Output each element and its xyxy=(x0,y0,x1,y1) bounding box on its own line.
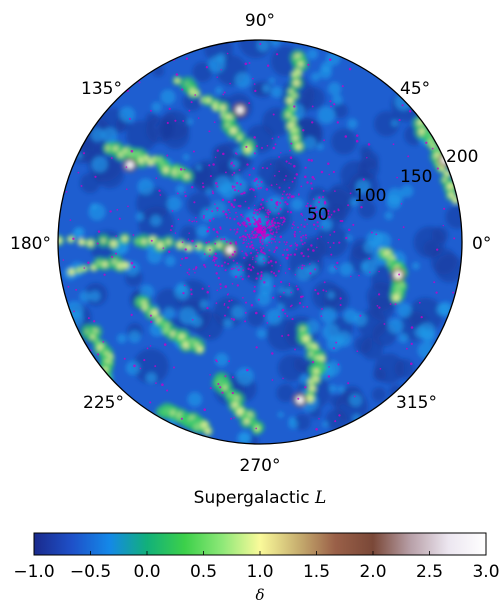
radial-tick-labels: 50 100 150 200 xyxy=(307,147,478,225)
tick-135-deg: 135° xyxy=(81,79,122,99)
colorbar-tick-label: −1.0 xyxy=(13,562,54,582)
angular-tick-labels: 0° 45° 90° 135° 180° 225° 270° 315° xyxy=(10,11,491,476)
colorbar-ticks: −1.0 −0.5 0.0 0.5 1.0 1.5 2.0 2.5 3.0 xyxy=(13,551,500,582)
colorbar-tick-label: 0.5 xyxy=(190,562,217,582)
colorbar-tick-label: 0.0 xyxy=(133,562,160,582)
radial-tick-100: 100 xyxy=(354,186,386,206)
colorbar-label: δ xyxy=(255,586,264,604)
density-map xyxy=(58,40,462,444)
colorbar-tick-label: 2.5 xyxy=(416,562,443,582)
tick-180-deg: 180° xyxy=(10,234,51,254)
tick-45-deg: 45° xyxy=(400,79,430,99)
tick-225-deg: 225° xyxy=(83,393,124,413)
colorbar-tick-label: −0.5 xyxy=(70,562,111,582)
colorbar-tick-label: 1.0 xyxy=(246,562,273,582)
colorbar-tick-label: 2.0 xyxy=(359,562,386,582)
polar-boundary xyxy=(57,39,463,445)
tick-315-deg: 315° xyxy=(396,393,437,413)
radial-tick-200: 200 xyxy=(446,147,478,167)
tick-0-deg: 0° xyxy=(472,234,491,254)
radial-tick-150: 150 xyxy=(400,167,432,187)
colorbar-tick-label: 3.0 xyxy=(472,562,499,582)
tick-90-deg: 90° xyxy=(245,11,275,31)
tick-270-deg: 270° xyxy=(240,456,281,476)
colorbar-tick-label: 1.5 xyxy=(303,562,330,582)
radial-tick-50: 50 xyxy=(307,205,329,225)
x-axis-label: Supergalactic L xyxy=(194,488,327,508)
